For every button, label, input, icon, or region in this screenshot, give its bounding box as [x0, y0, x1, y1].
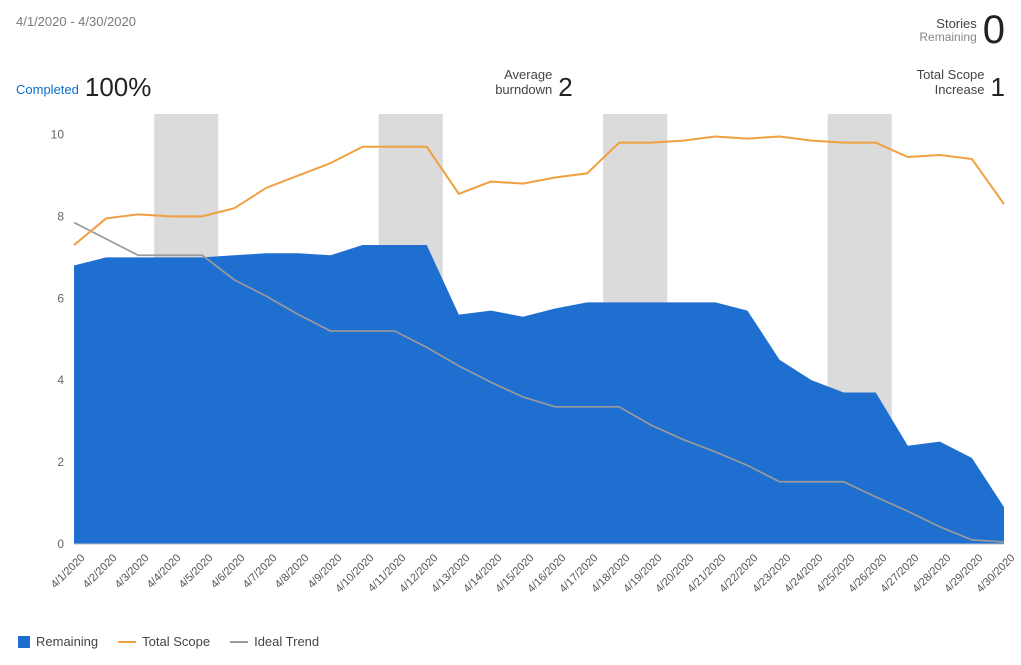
remaining-label: Remaining: [919, 31, 976, 44]
legend-swatch-remaining: [18, 636, 30, 648]
svg-text:0: 0: [57, 537, 64, 551]
svg-text:8: 8: [57, 209, 64, 223]
legend-swatch-trend: [230, 641, 248, 643]
avg-burndown-value: 2: [558, 74, 572, 100]
legend-total-scope: Total Scope: [118, 634, 210, 649]
scope-increase-label: Total Scope Increase: [917, 68, 985, 100]
header-row-1: 4/1/2020 - 4/30/2020 Stories Remaining 0: [16, 10, 1005, 54]
avg-burndown-label: Average burndown: [495, 68, 552, 100]
svg-text:6: 6: [57, 291, 64, 305]
svg-text:10: 10: [51, 127, 65, 141]
stories-remaining-labels: Stories Remaining: [919, 17, 976, 43]
chart-legend: Remaining Total Scope Ideal Trend: [18, 634, 319, 649]
legend-ideal-trend: Ideal Trend: [230, 634, 319, 649]
date-range: 4/1/2020 - 4/30/2020: [16, 10, 136, 29]
stories-label: Stories: [919, 17, 976, 31]
header-row-2: Completed 100% Average burndown 2 Total …: [16, 64, 1005, 100]
stories-remaining-metric: Stories Remaining 0: [919, 10, 1005, 50]
svg-text:2: 2: [57, 455, 64, 469]
svg-text:4: 4: [57, 373, 64, 387]
chart-svg: 0 2 4 6 8 10: [16, 114, 1006, 594]
completed-value: 100%: [85, 74, 152, 100]
legend-swatch-scope: [118, 641, 136, 643]
scope-increase-value: 1: [991, 74, 1005, 100]
stories-remaining-value: 0: [983, 10, 1005, 50]
burndown-chart: 0246810 4/1/20204/2/20204/3/20204/4/2020…: [16, 114, 1006, 594]
completed-metric: Completed 100%: [16, 74, 151, 100]
burndown-widget: 4/1/2020 - 4/30/2020 Stories Remaining 0…: [0, 0, 1021, 665]
avg-burndown-metric: Average burndown 2: [495, 68, 573, 100]
scope-increase-metric: Total Scope Increase 1: [917, 68, 1005, 100]
legend-remaining: Remaining: [18, 634, 98, 649]
completed-label[interactable]: Completed: [16, 83, 79, 100]
